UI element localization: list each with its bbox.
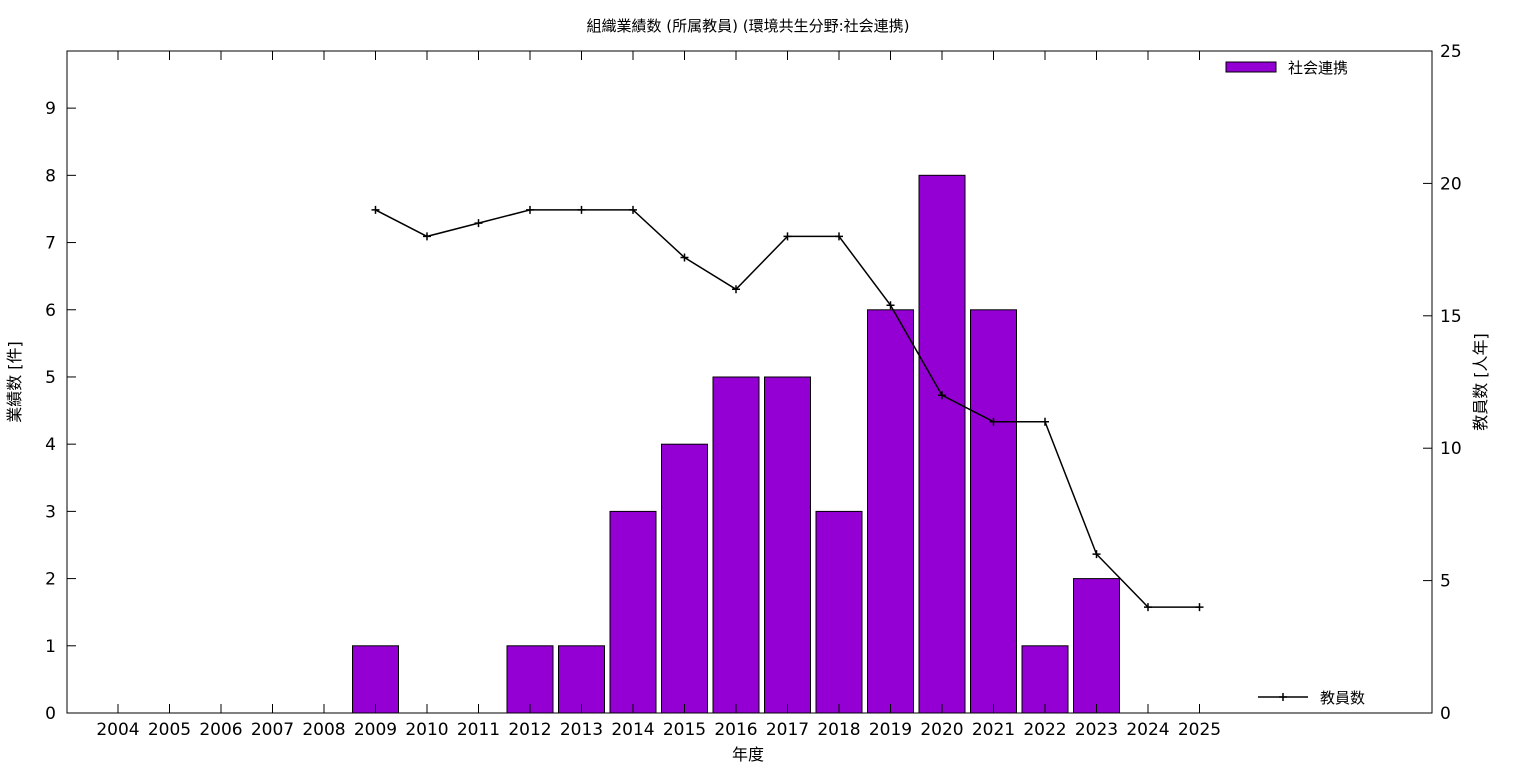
x-tick-label: 2011 [457,720,500,740]
x-axis: 2004 2005 2006 2007 2008 2009 2010 2011 2012 2013… [96,51,1221,740]
legend-bar-label: 社会連携 [1288,59,1348,77]
bar-2013 [558,645,605,714]
point-2016 [732,285,740,294]
x-tick-label: 2010 [405,720,448,740]
bar-2017 [764,376,811,714]
x-tick-label: 2019 [869,720,912,740]
plot-frame [66,50,1433,714]
x-tick-label: 2009 [354,720,397,740]
bar-2018 [815,510,863,714]
legend-line-marker [1279,693,1287,701]
bar-2014 [609,510,657,714]
right-tick-label: 0 [1440,704,1451,724]
x-tick-label: 2018 [817,720,860,740]
point-2009 [371,205,380,214]
point-2022 [1041,417,1049,426]
y-axis-label-right: 教員数 [人年] [1471,333,1490,431]
left-tick-label: 9 [45,99,56,119]
line-series [371,205,1204,612]
x-tick-label: 2007 [251,720,294,740]
point-2014 [629,205,637,214]
point-2010 [423,232,431,241]
left-tick-label: 1 [45,637,56,657]
right-tick-label: 10 [1440,439,1462,459]
point-2020 [938,391,946,400]
x-tick-label: 2024 [1126,720,1169,740]
x-tick-label: 2023 [1075,720,1118,740]
point-2012 [526,205,534,214]
legend-bar-swatch [1225,61,1277,73]
left-tick-label: 2 [45,570,56,590]
point-2011 [474,219,483,228]
right-tick-label: 20 [1440,174,1462,194]
x-tick-label: 2006 [199,720,242,740]
right-tick-label: 25 [1440,42,1462,62]
x-tick-label: 2014 [611,720,654,740]
point-2024 [1144,603,1152,612]
bar-2009 [352,645,399,714]
x-tick-label: 2017 [766,720,809,740]
x-tick-label: 2025 [1178,720,1221,740]
point-2023 [1092,550,1101,559]
point-2019 [886,301,895,310]
bar-series [352,174,1120,714]
left-tick-label: 3 [45,502,56,522]
legend-line-label: 教員数 [1320,689,1365,707]
bar-2023 [1073,578,1120,714]
x-tick-label: 2015 [663,720,706,740]
bar-2022 [1021,645,1069,714]
point-2021 [989,417,998,426]
left-tick-label: 6 [45,301,56,321]
x-tick-label: 2022 [1023,720,1066,740]
point-2017 [783,232,792,241]
bar-2020 [918,174,966,714]
x-tick-label: 2016 [714,720,757,740]
point-2018 [835,232,843,241]
x-tick-label: 2004 [96,720,139,740]
x-axis-label: 年度 [732,745,764,764]
bar-2015 [661,443,708,714]
left-tick-label: 7 [45,234,56,254]
bar-2012 [506,645,554,714]
left-axis: 0 1 2 3 4 5 6 7 8 9 [45,99,76,724]
legend-bar: 社会連携 [1225,59,1348,77]
left-tick-label: 5 [45,368,56,388]
x-tick-label: 2021 [972,720,1015,740]
point-2015 [680,253,689,262]
point-2013 [577,205,586,214]
legend-line: 教員数 [1258,689,1365,707]
y-axis-label-left: 業績数 [件] [5,341,24,423]
left-tick-label: 8 [45,166,56,186]
left-tick-label: 0 [45,704,56,724]
bar-2019 [867,309,914,714]
bar-2021 [970,309,1017,714]
right-tick-label: 5 [1440,572,1451,592]
right-axis: 0 5 10 15 20 25 [1423,42,1462,724]
left-tick-label: 4 [45,435,56,455]
x-tick-label: 2005 [148,720,191,740]
right-tick-label: 15 [1440,307,1462,327]
point-2025 [1195,603,1204,612]
x-tick-label: 2008 [302,720,345,740]
bar-2016 [712,376,760,714]
x-tick-label: 2012 [508,720,551,740]
chart-title: 組織業績数 (所属教員) (環境共生分野:社会連携) [586,17,909,35]
x-tick-label: 2013 [560,720,603,740]
x-tick-label: 2020 [920,720,963,740]
